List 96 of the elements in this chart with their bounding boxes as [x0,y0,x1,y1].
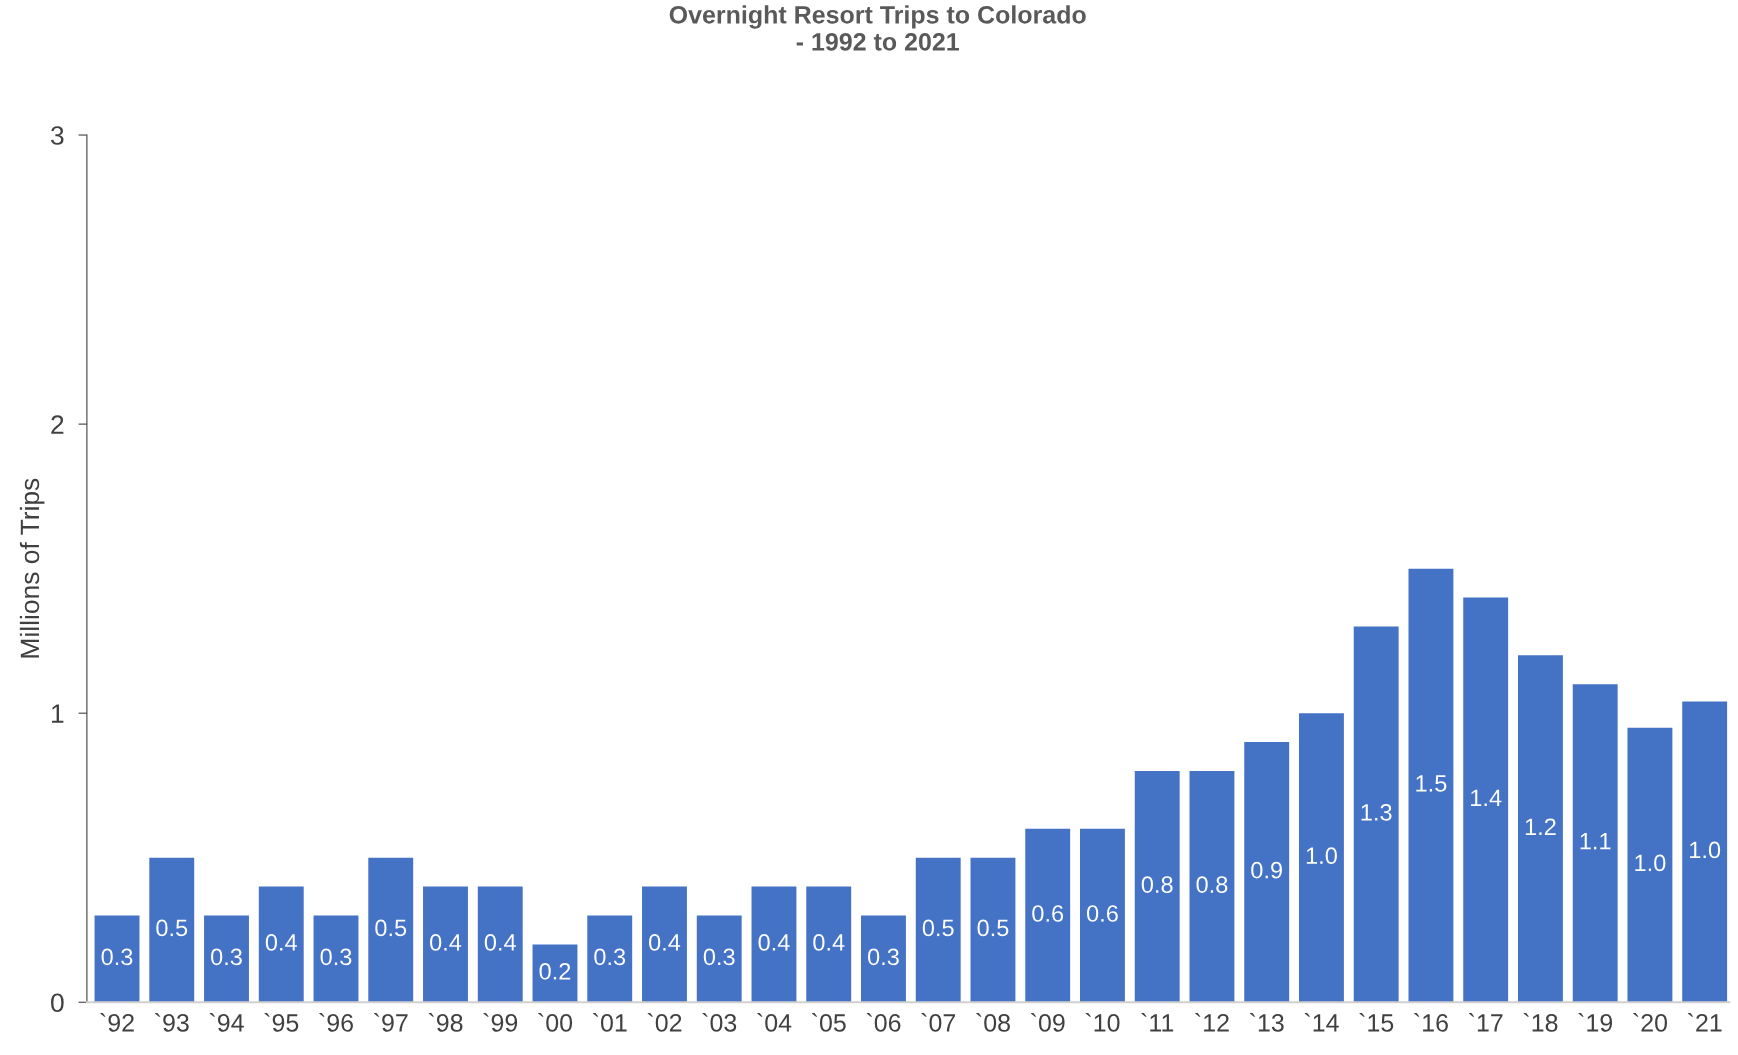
data-label: 0.3 [320,948,352,966]
bar [313,915,359,1003]
x-tick-label: `01 [592,1013,627,1032]
y-tick-label: 0 [51,993,64,1013]
x-tick-label: `18 [1523,1013,1558,1032]
bar [696,915,742,1003]
bar [1080,828,1125,1003]
y-tick-label: 1 [52,704,64,723]
x-tick-label: `94 [209,1013,244,1032]
bar [1572,684,1618,1003]
bar [1244,742,1290,1003]
x-tick-label: `99 [483,1013,518,1032]
x-tick-label: `12 [1195,1013,1229,1032]
bar [861,915,906,1003]
x-tick-label: `98 [428,1013,463,1032]
x-tick-label: `07 [921,1013,956,1032]
y-axis-title: Millions of Trips [19,478,45,658]
bar [204,915,249,1003]
data-label: 0.6 [1032,905,1064,922]
bar [94,915,140,1003]
data-label: 0.9 [1251,861,1282,879]
x-tick-label: `96 [319,1013,353,1032]
x-tick-label: `95 [264,1013,299,1032]
x-tick-label: `15 [1359,1013,1394,1032]
x-tick-label: `19 [1578,1013,1613,1032]
bar [1463,597,1509,1003]
chart-title: Overnight Resort Trips to Colorado - 1992 to 2021 [669,5,1086,51]
data-label: 1.1 [1580,833,1611,850]
data-label: 1.0 [1690,841,1721,859]
y-tick-label: 2 [51,415,64,434]
bar [1353,626,1399,1003]
data-label: 0.5 [977,919,1009,937]
x-tick-label: `05 [811,1013,846,1032]
bar [1408,568,1454,1003]
data-label: 0.4 [484,934,516,951]
bar [1299,713,1344,1003]
x-tick-label: `04 [757,1013,792,1032]
bar [806,886,852,1003]
bar [642,886,687,1003]
x-tick-label: `11 [1141,1013,1174,1032]
data-label: 0.4 [265,934,297,951]
x-tick-label: `92 [100,1013,134,1032]
data-label: 0.3 [703,948,735,966]
x-tick-label: `02 [647,1013,682,1032]
x-tick-label: `93 [154,1013,189,1032]
bar [1627,727,1673,1003]
bar [149,857,195,1003]
x-tick-label: `03 [702,1013,737,1032]
x-tick-label: `09 [1030,1013,1065,1032]
data-label: 1.4 [1471,789,1502,807]
bar [477,886,523,1003]
data-label: 0.4 [648,934,681,951]
data-label: 0.4 [813,934,845,951]
data-label: 0.4 [758,934,790,951]
data-label: 0.5 [375,919,407,937]
bar [368,857,414,1003]
bar [1025,828,1071,1003]
x-tick-label: `14 [1304,1013,1339,1032]
x-tick-label: `10 [1085,1013,1120,1032]
bar [915,857,961,1003]
x-tick-label: `21 [1687,1013,1722,1032]
bar [1682,701,1728,1003]
data-label: 1.3 [1361,803,1392,821]
data-label: 0.4 [430,934,462,951]
x-tick-label: `00 [538,1013,573,1032]
bar [1134,770,1180,1003]
x-tick-label: `06 [866,1013,901,1032]
bar [970,857,1016,1003]
data-label: 0.2 [539,962,571,980]
data-label: 0.3 [594,948,626,966]
bar [258,886,304,1003]
data-label: 1.0 [1306,847,1337,865]
data-label: 0.5 [922,919,954,937]
data-label: 0.6 [1086,905,1118,922]
data-label: 0.8 [1196,876,1228,893]
x-tick-label: `17 [1468,1013,1503,1032]
data-label: 0.3 [101,948,133,966]
data-label: 0.3 [211,948,242,966]
x-tick-label: `08 [976,1013,1010,1032]
data-label: 0.3 [867,948,899,966]
y-tick-label: 3 [51,126,64,145]
bar [423,886,468,1003]
x-tick-label: `13 [1249,1013,1284,1032]
data-label: 1.2 [1525,818,1556,835]
bar [751,886,797,1003]
bar [532,944,578,1003]
bar [1189,770,1235,1003]
x-tick-label: `20 [1633,1013,1668,1032]
data-label: 1.0 [1635,854,1666,872]
bar [1517,655,1563,1003]
x-tick-label: `16 [1414,1013,1448,1032]
data-label: 0.5 [156,919,188,937]
data-label: 1.5 [1416,775,1447,792]
data-label: 0.8 [1141,876,1173,893]
bar [587,915,633,1003]
x-tick-label: `97 [373,1013,408,1032]
